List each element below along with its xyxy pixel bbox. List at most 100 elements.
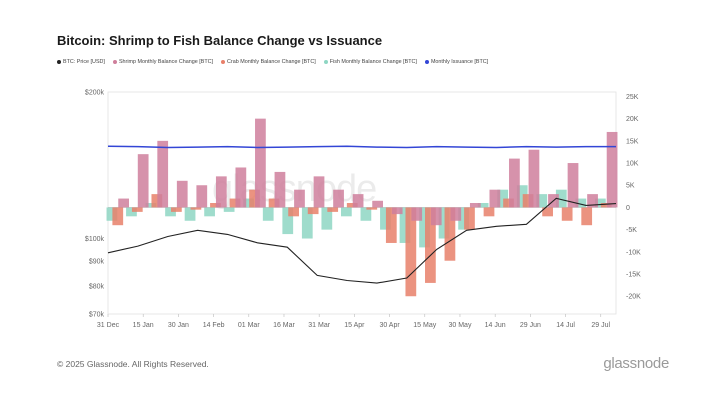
shrimp-bar (469, 203, 481, 208)
x-tick-label: 29 Jun (520, 322, 541, 329)
crab-bar (346, 203, 358, 208)
shrimp-bar (137, 154, 149, 208)
y-right-tick-label: 20K (626, 116, 639, 123)
fish-bar (340, 207, 352, 217)
crab-bar (249, 189, 260, 208)
shrimp-bar (391, 207, 403, 215)
crab-bar (190, 207, 202, 210)
fish-bar (204, 207, 215, 217)
shrimp-bar (294, 189, 305, 208)
crab-bar (483, 207, 495, 217)
y-left-tick-label: $90k (89, 258, 105, 265)
fish-bar (262, 207, 274, 221)
crab-bar (112, 207, 124, 226)
x-tick-label: 31 Dec (97, 322, 120, 329)
shrimp-bar (255, 118, 266, 208)
crab-bar (268, 198, 280, 208)
legend-item-shrimp[interactable]: Shrimp Monthly Balance Change [BTC] (112, 59, 214, 65)
y-right-tick-label: 5K (626, 183, 635, 190)
fish-bar (536, 194, 548, 208)
shrimp-bar (450, 207, 462, 221)
fish-bar (282, 207, 294, 235)
shrimp-bar (606, 131, 618, 208)
fish-bar (126, 207, 137, 217)
fish-bar (301, 207, 313, 239)
fish-bar (243, 198, 255, 208)
chart-title: Bitcoin: Shrimp to Fish Balance Change v… (57, 33, 383, 48)
crab-bar (210, 203, 221, 208)
fish-bar (516, 185, 528, 208)
fish-bar (458, 207, 469, 230)
fish-bar (165, 207, 176, 217)
fish-bar (497, 189, 509, 208)
crab-bar (561, 207, 573, 221)
fish-bar (145, 203, 157, 208)
shrimp-bar (196, 185, 208, 208)
crab-bar (171, 207, 182, 212)
shrimp-bar (567, 163, 579, 208)
fish-bar (184, 207, 196, 221)
fish-bar (223, 207, 235, 212)
shrimp-bar (235, 167, 247, 208)
crab-bar (522, 194, 534, 208)
price-line (107, 197, 617, 284)
y-right-tick-label: -10K (626, 249, 641, 256)
x-tick-label: 30 Jan (168, 322, 189, 329)
shrimp-bar (313, 176, 325, 208)
legend-label-shrimp: Shrimp Monthly Balance Change [BTC] (118, 59, 214, 65)
issuance-line (107, 145, 616, 149)
x-tick-label: 15 Jan (133, 322, 154, 329)
shrimp-bar (430, 207, 442, 226)
legend-label-crab: Crab Monthly Balance Change [BTC] (227, 59, 316, 65)
crab-bar (229, 198, 241, 208)
legend-item-issuance[interactable]: Monthly Issuance [BTC] (424, 59, 488, 65)
crab-bar (151, 194, 163, 208)
shrimp-bar (274, 171, 286, 208)
x-tick-label: 29 Jul (591, 322, 610, 329)
fish-bar (419, 207, 430, 248)
y-left-tick-label: $100k (85, 236, 105, 243)
shrimp-bar (372, 200, 384, 208)
fish-bar (575, 198, 587, 208)
crab-bar (503, 198, 514, 208)
y-right-tick-label: 15K (626, 138, 639, 145)
legend-dot-price (57, 60, 61, 64)
y-right-tick-label: -15K (626, 272, 641, 279)
x-tick-label: 14 Jul (556, 322, 575, 329)
crab-bar (444, 207, 456, 261)
x-tick-label: 31 Mar (308, 322, 330, 329)
fish-bar (477, 203, 489, 208)
shrimp-bar (352, 194, 364, 208)
y-right-tick-label: -20K (626, 294, 641, 301)
crab-bar (307, 207, 319, 215)
legend-item-fish[interactable]: Fish Monthly Balance Change [BTC] (323, 59, 417, 65)
y-left-tick-label: $200k (85, 90, 105, 97)
shrimp-bar (489, 189, 501, 208)
shrimp-bar (333, 189, 344, 208)
y-left-tick-label: $70k (89, 312, 105, 319)
x-tick-label: 16 Mar (273, 322, 295, 329)
copyright-footer: © 2025 Glassnode. All Rights Reserved. (57, 359, 209, 369)
crab-bar (542, 207, 553, 217)
shrimp-bar (587, 194, 598, 208)
x-tick-label: 15 May (413, 322, 436, 329)
legend-dot-crab (221, 60, 226, 64)
shrimp-bar (157, 140, 169, 208)
brand-logo: glassnode (603, 355, 669, 372)
fish-bar (106, 207, 118, 221)
legend-item-price[interactable]: BTC: Price [USD] (57, 59, 105, 65)
x-tick-label: 14 Feb (203, 322, 225, 329)
crab-bar (131, 207, 143, 212)
fish-bar (399, 207, 411, 243)
crab-bar (288, 207, 299, 217)
y-right-tick-label: 25K (626, 94, 639, 101)
legend-label-price: BTC: Price [USD] (63, 59, 105, 65)
legend-label-fish: Fish Monthly Balance Change [BTC] (329, 59, 417, 65)
legend-item-crab[interactable]: Crab Monthly Balance Change [BTC] (221, 59, 316, 65)
fish-bar (555, 189, 567, 208)
fish-bar (438, 207, 450, 239)
crab-bar (366, 207, 378, 210)
shrimp-bar (509, 158, 520, 208)
crab-bar (385, 207, 397, 243)
